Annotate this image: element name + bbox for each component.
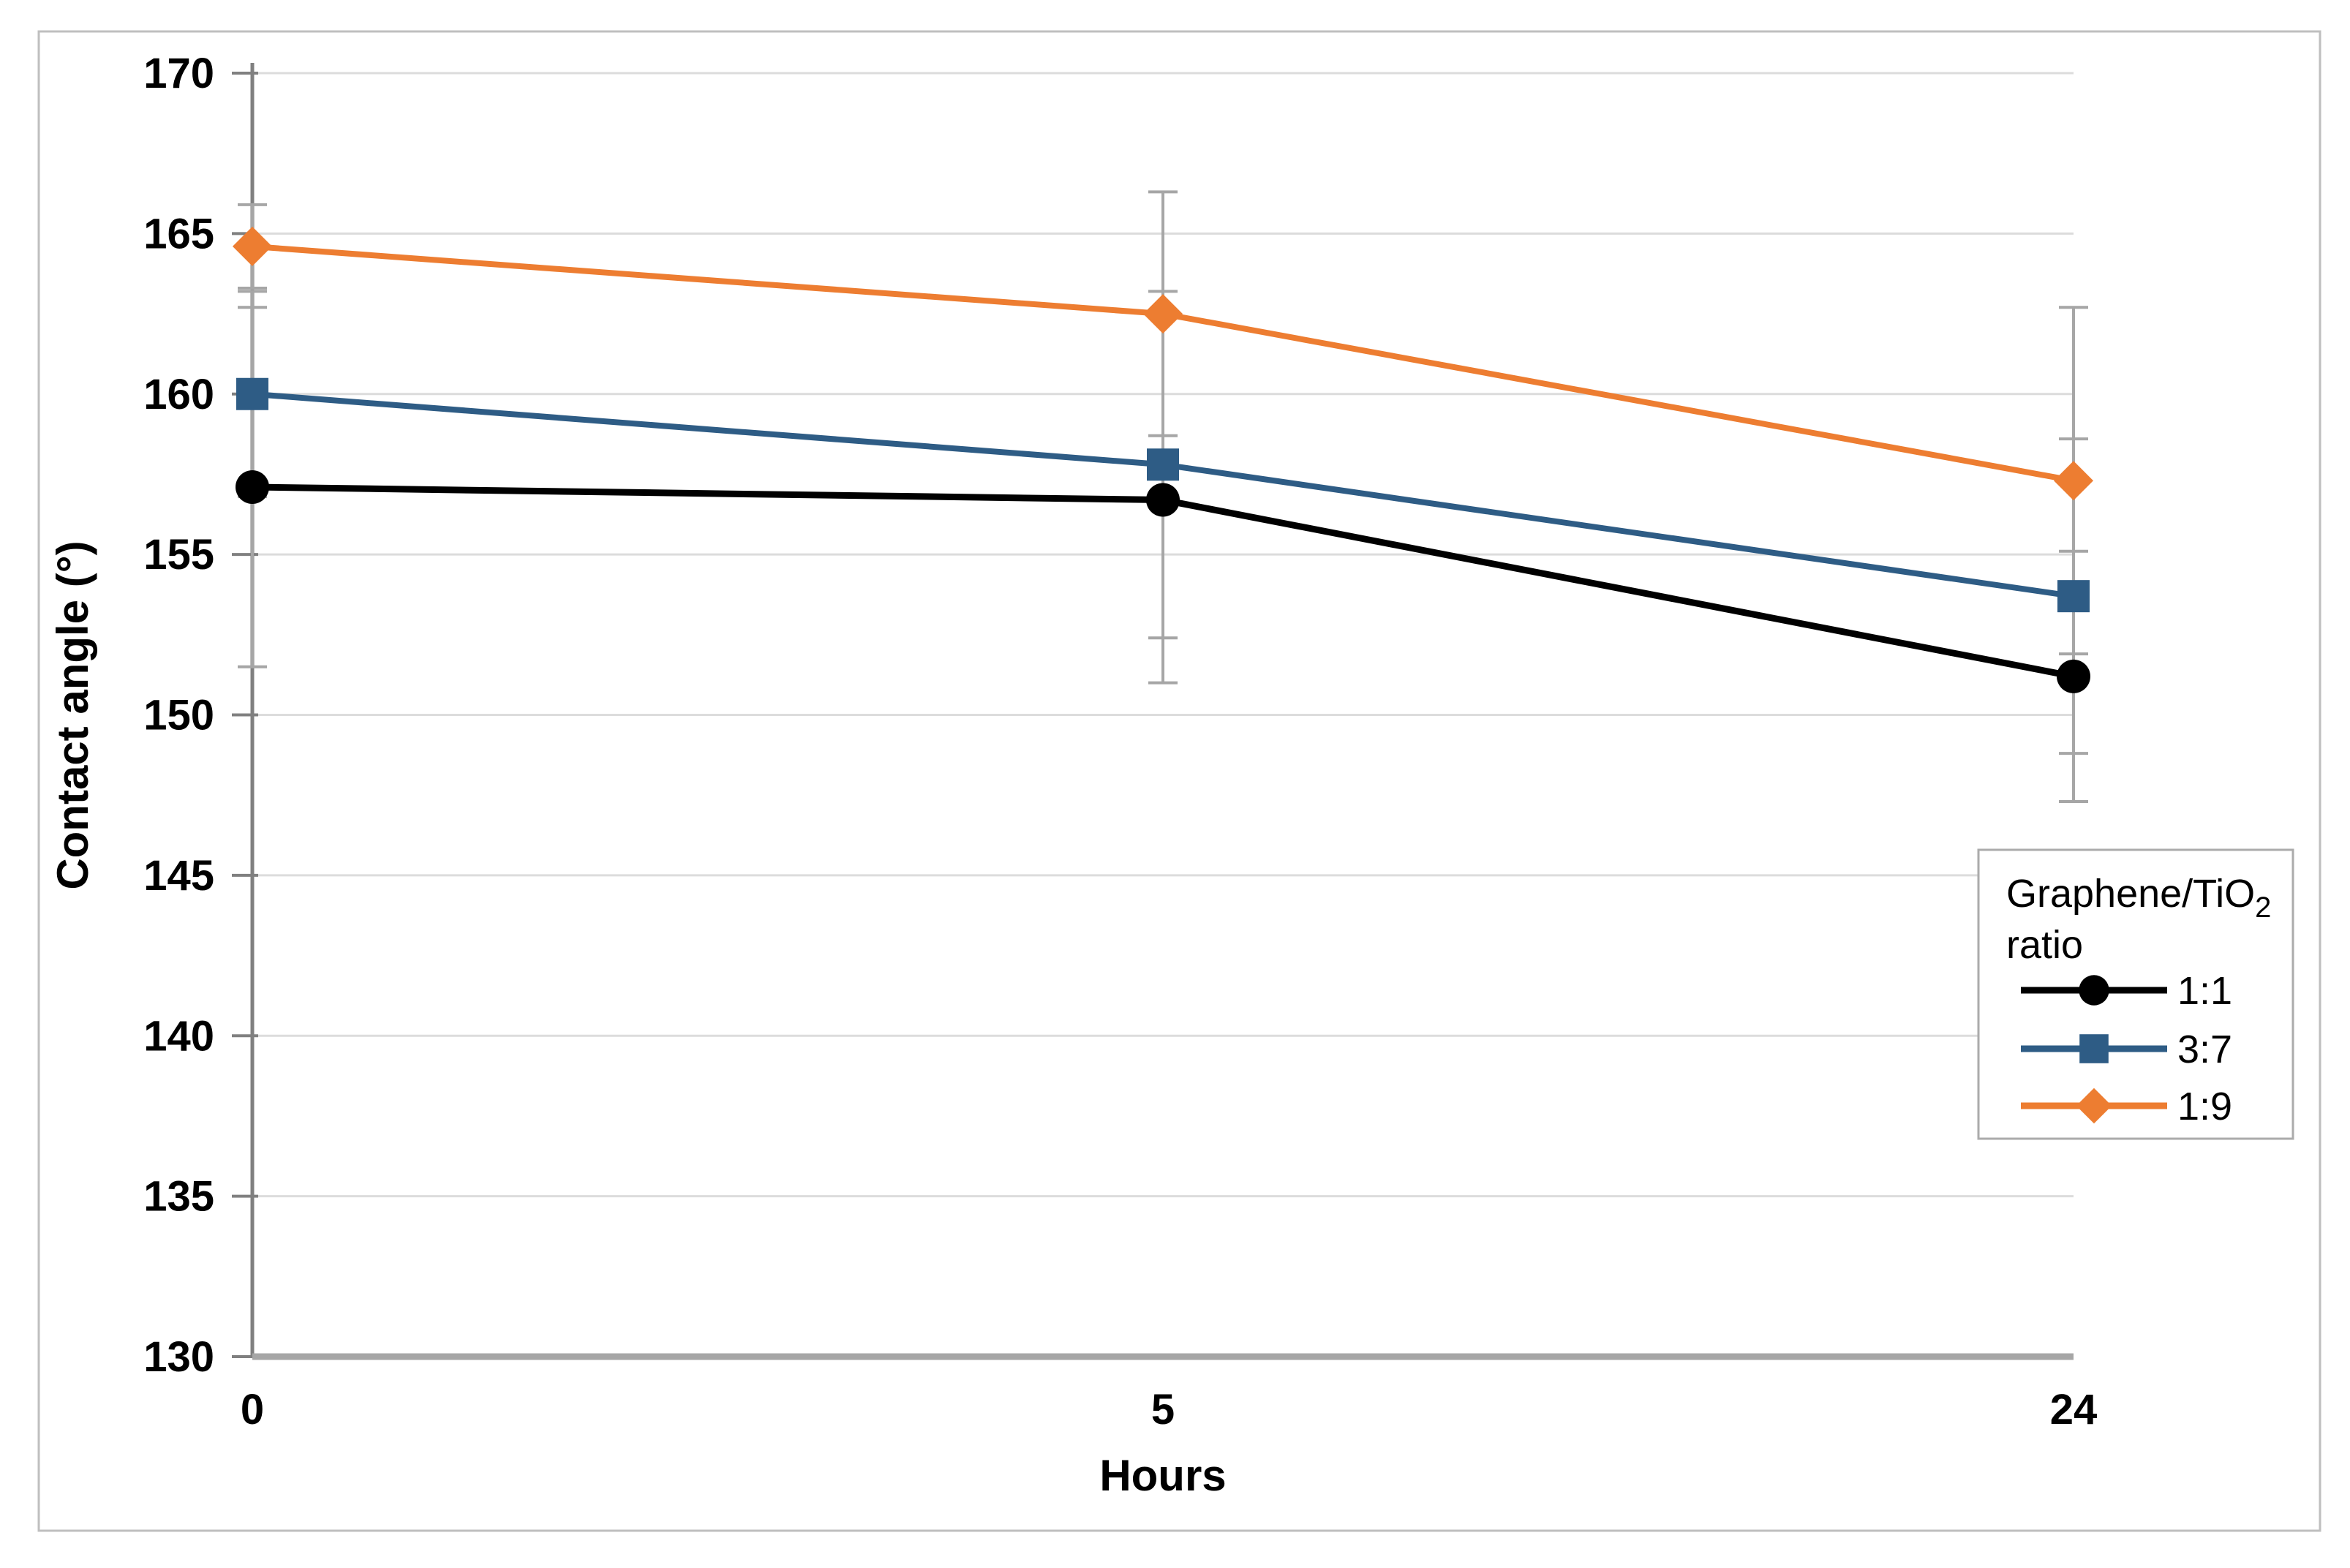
series-3:7	[236, 377, 2090, 613]
y-tick-label-135: 135	[143, 1173, 214, 1221]
marker-1:1-0	[236, 470, 269, 504]
y-tick-labels: 130 135 140 145 150 155 160 165 170	[143, 50, 214, 1381]
y-tick-label-150: 150	[143, 692, 214, 739]
marker-1:9-0	[233, 226, 272, 266]
marker-1:9-24	[2054, 461, 2093, 501]
legend-marker-3:7	[2079, 1034, 2109, 1063]
marker-3:7-5	[1147, 448, 1179, 481]
series-lines-and-markers	[233, 226, 2093, 693]
x-tick-label-24: 24	[2050, 1386, 2098, 1433]
x-tick-labels: 0 5 24	[241, 1386, 2097, 1433]
legend-title-line2: ratio	[2006, 923, 2083, 967]
legend-entry-3:7: 3:7	[2021, 1028, 2232, 1071]
legend-label-1:1: 1:1	[2177, 969, 2232, 1013]
y-tick-label-130: 130	[143, 1333, 214, 1381]
marker-3:7-0	[236, 377, 268, 410]
marker-1:9-5	[1143, 294, 1183, 334]
marker-1:1-24	[2057, 659, 2090, 693]
x-tick-label-5: 5	[1151, 1386, 1175, 1433]
y-tick-label-145: 145	[143, 852, 214, 900]
legend-box	[1977, 848, 2294, 1140]
x-tick-label-0: 0	[241, 1386, 264, 1433]
y-tick-label-140: 140	[143, 1012, 214, 1060]
legend-label-3:7: 3:7	[2177, 1028, 2232, 1071]
legend-marker-1:1	[2079, 975, 2109, 1006]
series-1:9	[233, 226, 2093, 501]
legend-entry-1:9: 1:9	[2021, 1085, 2232, 1128]
marker-3:7-24	[2057, 580, 2090, 613]
legend-title: Graphene/TiO2	[2006, 872, 2271, 924]
x-axis-title: Hours	[1099, 1451, 1226, 1500]
series-1:1	[236, 470, 2090, 693]
y-tick-label-160: 160	[143, 371, 214, 418]
legend-label-1:9: 1:9	[2177, 1085, 2232, 1128]
y-tick-label-165: 165	[143, 210, 214, 257]
legend-marker-1:9	[2076, 1088, 2112, 1124]
figure-border	[37, 30, 2321, 1532]
legend-entry-1:1: 1:1	[2021, 969, 2232, 1013]
marker-1:1-5	[1146, 483, 1180, 517]
y-axis-title: Contact angle (°)	[48, 540, 97, 889]
y-tick-label-155: 155	[143, 531, 214, 578]
y-tick-label-170: 170	[143, 50, 214, 97]
